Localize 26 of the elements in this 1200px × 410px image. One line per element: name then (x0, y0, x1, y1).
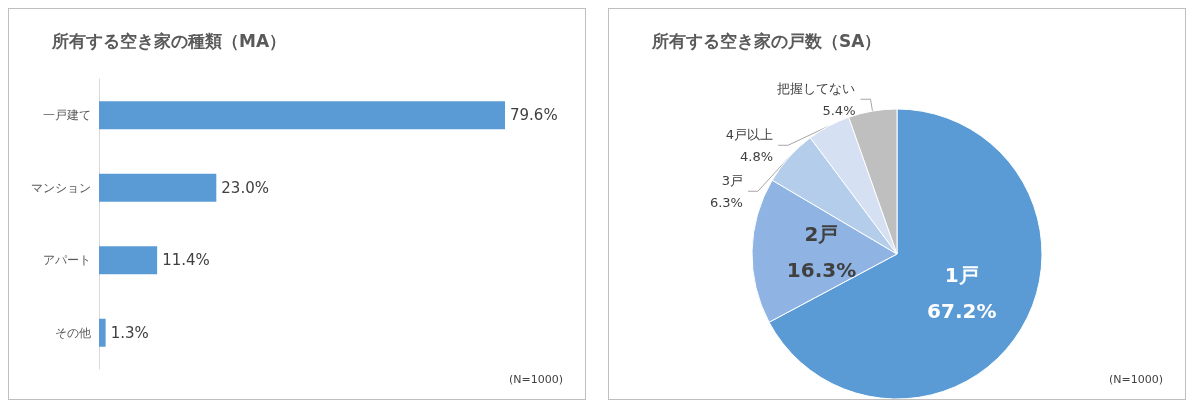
bar (99, 318, 106, 347)
bar (99, 173, 217, 202)
y-tick-label: アパート (43, 253, 91, 268)
data-label: 79.6% (510, 106, 558, 125)
data-label: 16.3% (786, 258, 857, 283)
data-label: 5.4% (822, 102, 856, 118)
text: (N=1000) (1108, 373, 1164, 386)
slice-label: 1戸 (944, 262, 979, 287)
y-tick-label: マンション (31, 180, 91, 195)
y-tick-label: 一戸建て (43, 108, 91, 123)
slice-label: 4戸以上 (725, 126, 774, 142)
data-label: 6.3% (709, 194, 743, 210)
data-label: 1.3% (110, 323, 149, 342)
chart-title: 所有する空き家の種類（MA） (51, 30, 287, 51)
slice-label: 2戸 (804, 222, 839, 247)
data-label: 67.2% (927, 298, 997, 323)
data-label: 11.4% (162, 251, 210, 270)
chart-title: 所有する空き家の戸数（SA） (651, 30, 882, 51)
data-label: 23.0% (221, 178, 269, 197)
slice-label: 把握してない (777, 80, 856, 96)
slice-label: 3戸 (721, 172, 743, 188)
data-label: 4.8% (740, 148, 774, 164)
bar (99, 246, 158, 275)
text: (N=1000) (508, 373, 564, 386)
bar (99, 101, 505, 130)
y-tick-label: その他 (55, 325, 91, 340)
